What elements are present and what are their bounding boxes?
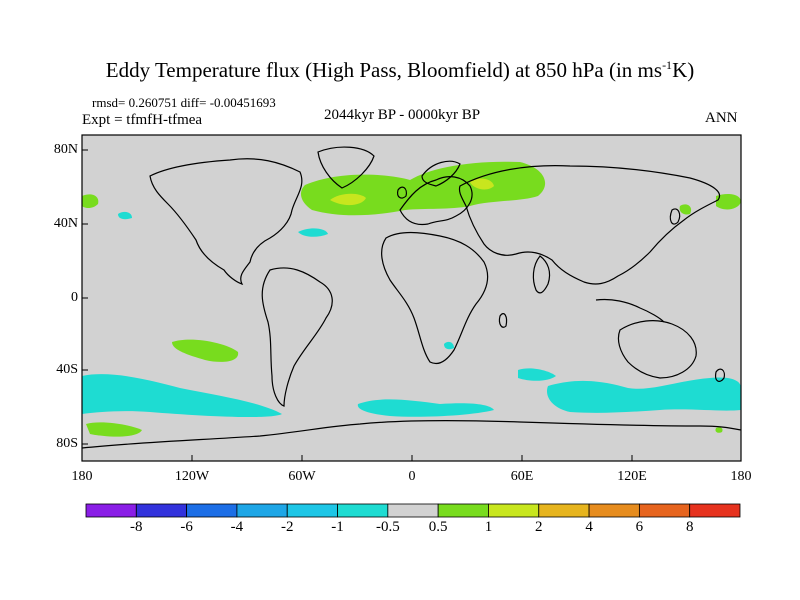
colorbar-label: 2 (535, 519, 543, 535)
x-tick-label-60w: 60W (288, 469, 316, 484)
colorbar-swatch (186, 503, 238, 518)
experiment-label: Expt = tfmfH-tfmea (82, 112, 203, 128)
coast-asia (458, 165, 721, 285)
y-tick-label-80s: 80S (56, 436, 78, 451)
coast-madagascar (498, 313, 508, 328)
positive-region-pacific-west (82, 194, 99, 208)
negative-region-africa-patch (444, 341, 454, 350)
negative-region-southern-ocean-atlantic (357, 399, 494, 417)
colorbar-swatch (387, 503, 439, 518)
colorbar-label: 1 (484, 519, 493, 535)
colorbar-swatch (689, 503, 741, 518)
coast-north-america (149, 158, 303, 286)
coast-africa (381, 231, 489, 365)
y-tick-label-40s: 40S (56, 362, 78, 377)
x-tick-label-180w: 180 (71, 469, 93, 484)
colorbar-swatch (85, 503, 137, 518)
coast-antarctica (81, 420, 742, 449)
colorbar-label: 6 (635, 519, 644, 535)
x-tick-label-0: 0 (408, 469, 416, 484)
negative-region-north-pacific-patch (118, 211, 132, 220)
negative-region-southern-ocean-indian (546, 377, 741, 413)
season-label: ANN (705, 110, 738, 126)
coastlines (81, 146, 742, 449)
colorbar-swatch (135, 503, 188, 518)
x-tick-label-60e: 60E (510, 469, 534, 484)
coast-south-america (261, 267, 333, 407)
y-tick-label-80n: 80N (53, 142, 78, 157)
colorbar-swatch (488, 503, 540, 518)
colorbar-label: 0.5 (428, 519, 448, 535)
negative-anomaly-regions (82, 211, 741, 418)
period-label: 2044kyr BP - 0000kyr BP (324, 107, 481, 123)
positive-region-kamchatka (679, 204, 692, 215)
negative-region-north-atlantic-patch (298, 228, 328, 237)
y-tick-label-40n: 40N (53, 216, 78, 231)
x-tick-label-120w: 120W (174, 469, 210, 484)
plot-title: Eddy Temperature flux (High Pass, Bloomf… (105, 58, 695, 82)
colorbar-label: -6 (180, 519, 193, 535)
colorbar-label: -8 (130, 519, 143, 535)
colorbar-swatch (337, 503, 389, 518)
coast-australia (617, 320, 697, 379)
positive-region-small-south-atlantic (715, 427, 723, 433)
colorbar (85, 503, 741, 518)
positive-region-south-pacific (172, 339, 239, 362)
colorbar-label: -2 (280, 519, 294, 535)
coast-europe (399, 176, 473, 226)
colorbar-label: 4 (585, 519, 593, 535)
colorbar-label: -4 (230, 519, 244, 535)
coast-japan (669, 208, 681, 225)
coast-greenland (317, 146, 375, 189)
positive-region-scandinavia-core (470, 178, 494, 190)
x-tick-label-180e: 180 (730, 469, 752, 484)
colorbar-swatch (286, 503, 338, 518)
coast-india (532, 255, 551, 294)
coast-scandinavia (421, 160, 461, 187)
colorbar-swatch (588, 503, 640, 518)
colorbar-swatch (538, 503, 590, 518)
negative-region-southern-ocean-south-pacific (82, 386, 191, 409)
positive-region-pacific-east (716, 194, 741, 210)
y-axis-ticks (82, 149, 88, 445)
x-axis-ticks (81, 455, 742, 461)
coast-indonesia (595, 298, 665, 323)
rmsd-diff-label: rmsd= 0.260751 diff= -0.00451693 (92, 95, 276, 110)
colorbar-label: -0.5 (375, 519, 400, 535)
colorbar-swatch (638, 503, 691, 518)
colorbar-swatch (437, 503, 489, 518)
positive-region-iceland-core (330, 193, 366, 206)
colorbar-label: 8 (685, 519, 694, 535)
y-tick-label-0: 0 (71, 290, 78, 305)
negative-region-indian-patch (518, 368, 556, 381)
positive-anomaly-regions (82, 161, 741, 437)
coast-new-zealand (715, 368, 725, 382)
coast-uk (397, 186, 407, 199)
positive-region-southern-ocean (86, 422, 142, 437)
x-tick-label-120e: 120E (617, 469, 647, 484)
colorbar-swatch (236, 503, 288, 518)
colorbar-label: -1 (331, 519, 344, 535)
